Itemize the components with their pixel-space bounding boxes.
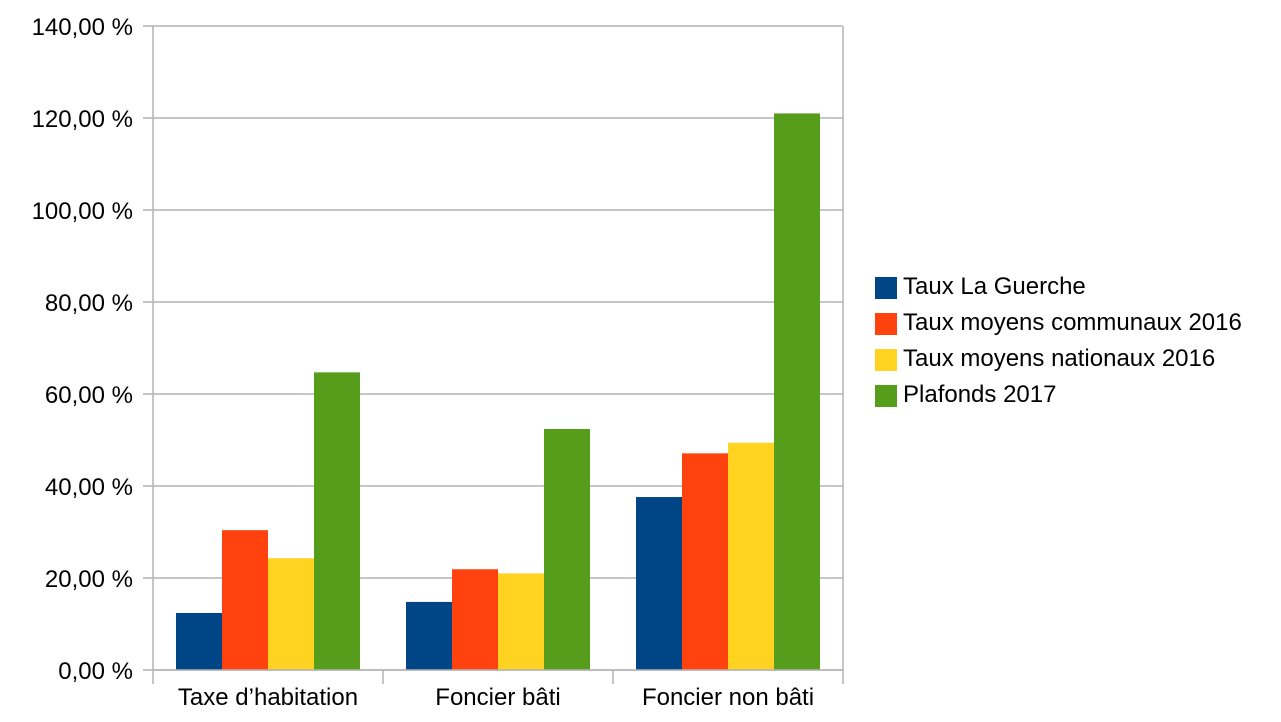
bar — [452, 569, 498, 670]
legend-item: Taux moyens nationaux 2016 — [875, 344, 1275, 373]
legend-item: Taux moyens communaux 2016 — [875, 308, 1275, 337]
bar — [728, 442, 774, 670]
legend-label: Taux moyens nationaux 2016 — [903, 345, 1216, 372]
bar — [636, 497, 682, 670]
legend-swatch — [875, 313, 897, 335]
bar — [406, 601, 452, 670]
legend-label: Taux moyens communaux 2016 — [903, 309, 1242, 336]
legend-swatch — [875, 349, 897, 371]
bars — [176, 113, 820, 670]
legend: Taux La Guerche Taux moyens communaux 201… — [875, 272, 1275, 416]
y-tick-labels: 0,00 % 20,00 % 40,00 % 60,00 % 80,00 % 100,00… — [32, 14, 133, 685]
y-tick-label: 80,00 % — [45, 290, 133, 317]
y-tick-label: 20,00 % — [45, 566, 133, 593]
legend-item: Taux La Guerche — [875, 272, 1275, 301]
x-tick-label: Taxe d’habitation — [178, 684, 358, 711]
bar — [544, 428, 590, 670]
legend-label: Taux La Guerche — [903, 273, 1086, 300]
x-tick-labels: Taxe d’habitation Foncier bâti Foncier non… — [178, 684, 814, 711]
bar — [682, 453, 728, 670]
y-tick-label: 0,00 % — [58, 658, 133, 685]
y-tick-label: 60,00 % — [45, 382, 133, 409]
legend-swatch — [875, 385, 897, 407]
bar — [314, 372, 360, 670]
y-tick-label: 40,00 % — [45, 474, 133, 501]
x-tick-label: Foncier non bâti — [642, 684, 814, 711]
legend-label: Plafonds 2017 — [903, 381, 1057, 408]
y-tick-label: 140,00 % — [32, 14, 133, 41]
legend-swatch — [875, 277, 897, 299]
y-tick-label: 100,00 % — [32, 198, 133, 225]
axes — [143, 25, 844, 684]
y-tick-label: 120,00 % — [32, 106, 133, 133]
bar — [222, 530, 268, 670]
bar — [176, 612, 222, 670]
bar — [498, 573, 544, 670]
bar — [774, 113, 820, 670]
x-tick-label: Foncier bâti — [435, 684, 560, 711]
bar — [268, 558, 314, 670]
legend-item: Plafonds 2017 — [875, 380, 1275, 409]
